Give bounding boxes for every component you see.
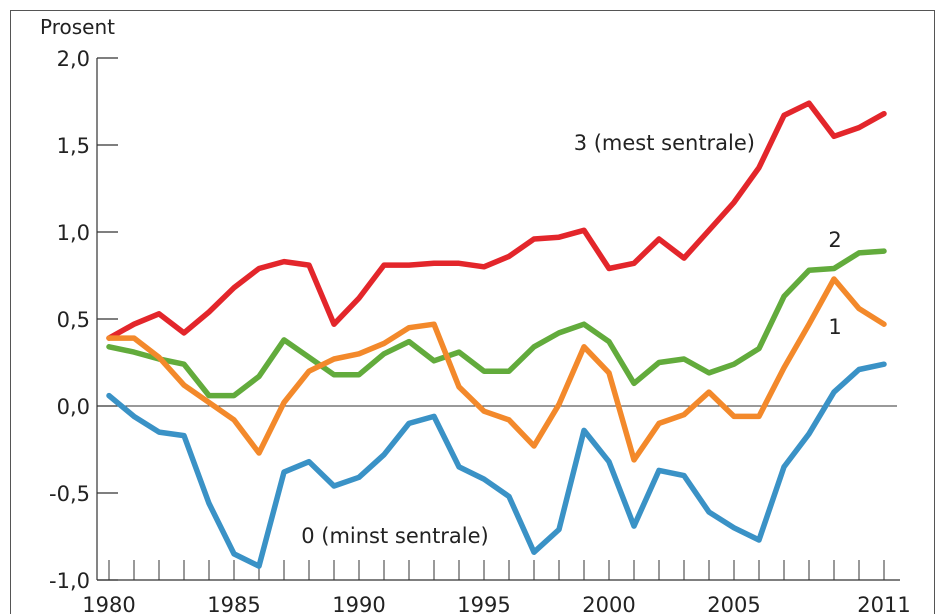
x-tick-label: 2005 — [707, 593, 760, 614]
x-tick-label: 2011 — [857, 593, 910, 614]
x-tick-label: 1980 — [82, 593, 135, 614]
series-lines — [106, 100, 887, 569]
y-tick-label: -1,0 — [49, 569, 90, 593]
x-tick-label: 2000 — [582, 593, 635, 614]
series-label-3: 0 (minst sentrale) — [301, 524, 489, 548]
series-label-2: 1 — [828, 315, 841, 339]
series-line-0 — [106, 100, 887, 341]
series-line-2 — [106, 276, 887, 463]
x-tick-label: 1995 — [457, 593, 510, 614]
y-tick-label: 1,0 — [57, 221, 90, 245]
chart-frame — [10, 10, 935, 614]
series-line-1 — [106, 248, 887, 399]
series-labels: 3 (mest sentrale) 2 1 0 (minst sentrale) — [301, 131, 841, 548]
y-tick-label: 0,5 — [57, 308, 90, 332]
series-label-0: 3 (mest sentrale) — [574, 131, 755, 155]
x-tick-label: 1990 — [332, 593, 385, 614]
series-line-3 — [106, 361, 887, 569]
y-tick-label: 2,0 — [57, 47, 90, 71]
y-axis-label: Prosent — [40, 15, 115, 39]
x-tick-label: 1985 — [207, 593, 260, 614]
series-label-1: 2 — [828, 228, 841, 252]
y-tick-label: 1,5 — [57, 134, 90, 158]
y-tick-label: 0,0 — [57, 395, 90, 419]
y-tick-label: -0,5 — [49, 482, 90, 506]
